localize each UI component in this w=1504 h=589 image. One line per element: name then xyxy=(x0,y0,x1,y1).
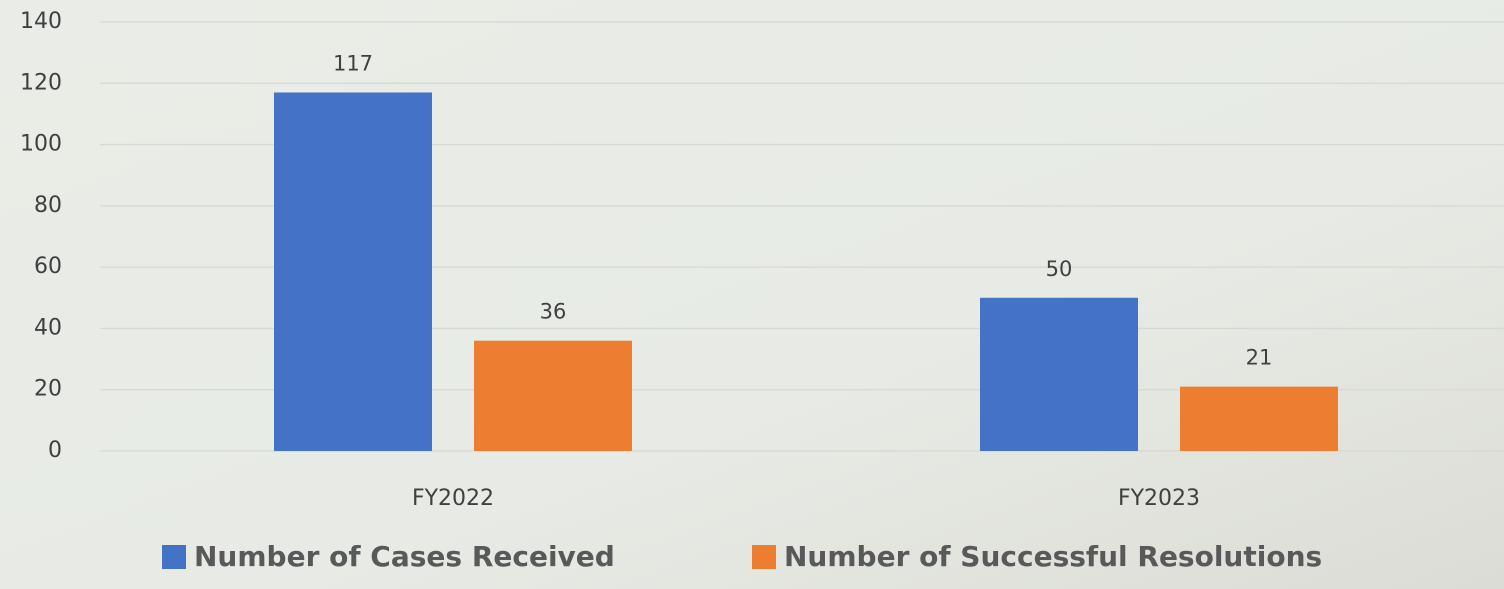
bar xyxy=(1180,386,1338,451)
legend-label: Number of Cases Received xyxy=(194,540,615,573)
data-label: 36 xyxy=(540,300,567,324)
data-label: 50 xyxy=(1046,257,1073,281)
y-tick-label: 20 xyxy=(34,377,62,402)
bar xyxy=(474,340,632,451)
y-tick-label: 60 xyxy=(34,254,62,279)
y-tick-label: 40 xyxy=(34,315,62,340)
bar xyxy=(274,92,432,451)
bar xyxy=(980,297,1138,451)
legend-swatch xyxy=(162,545,186,569)
data-label: 117 xyxy=(333,51,373,75)
legend-label: Number of Successful Resolutions xyxy=(784,540,1322,573)
y-tick-label: 120 xyxy=(20,70,62,95)
legend-swatch xyxy=(752,545,776,569)
data-label: 21 xyxy=(1246,346,1273,370)
x-tick-label: FY2022 xyxy=(412,486,494,511)
x-tick-label: FY2023 xyxy=(1118,486,1200,511)
y-tick-label: 80 xyxy=(34,193,62,218)
y-tick-label: 100 xyxy=(20,132,62,157)
y-tick-label: 140 xyxy=(20,9,62,34)
y-tick-label: 0 xyxy=(48,438,62,463)
